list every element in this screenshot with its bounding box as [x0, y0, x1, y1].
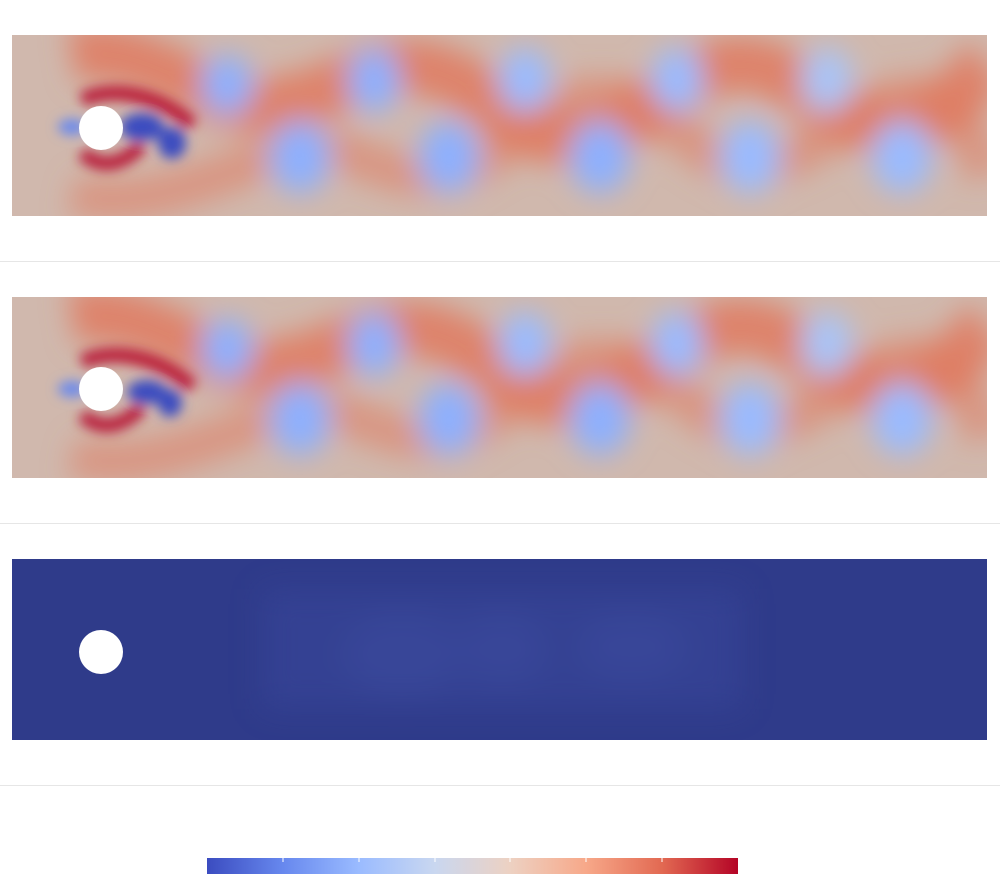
flow-panel-middle: [12, 297, 987, 478]
error-panel-bottom: [12, 559, 987, 740]
colorbar-ticks: [282, 858, 663, 862]
panel-divider: [0, 261, 1000, 262]
circle-obstacle-icon: [79, 106, 123, 150]
circle-obstacle-icon: [79, 367, 123, 411]
colorbar-svg: [207, 858, 738, 874]
error-field-svg: [12, 559, 987, 740]
colorbar-gradient: [207, 858, 738, 874]
flow-field-svg-top: [12, 35, 987, 216]
circle-obstacle-icon: [79, 630, 123, 674]
colorbar: [207, 858, 738, 874]
flow-panel-top: [12, 35, 987, 216]
panel-divider: [0, 523, 1000, 524]
flow-field-svg-middle: [12, 297, 987, 478]
panel-divider: [0, 785, 1000, 786]
